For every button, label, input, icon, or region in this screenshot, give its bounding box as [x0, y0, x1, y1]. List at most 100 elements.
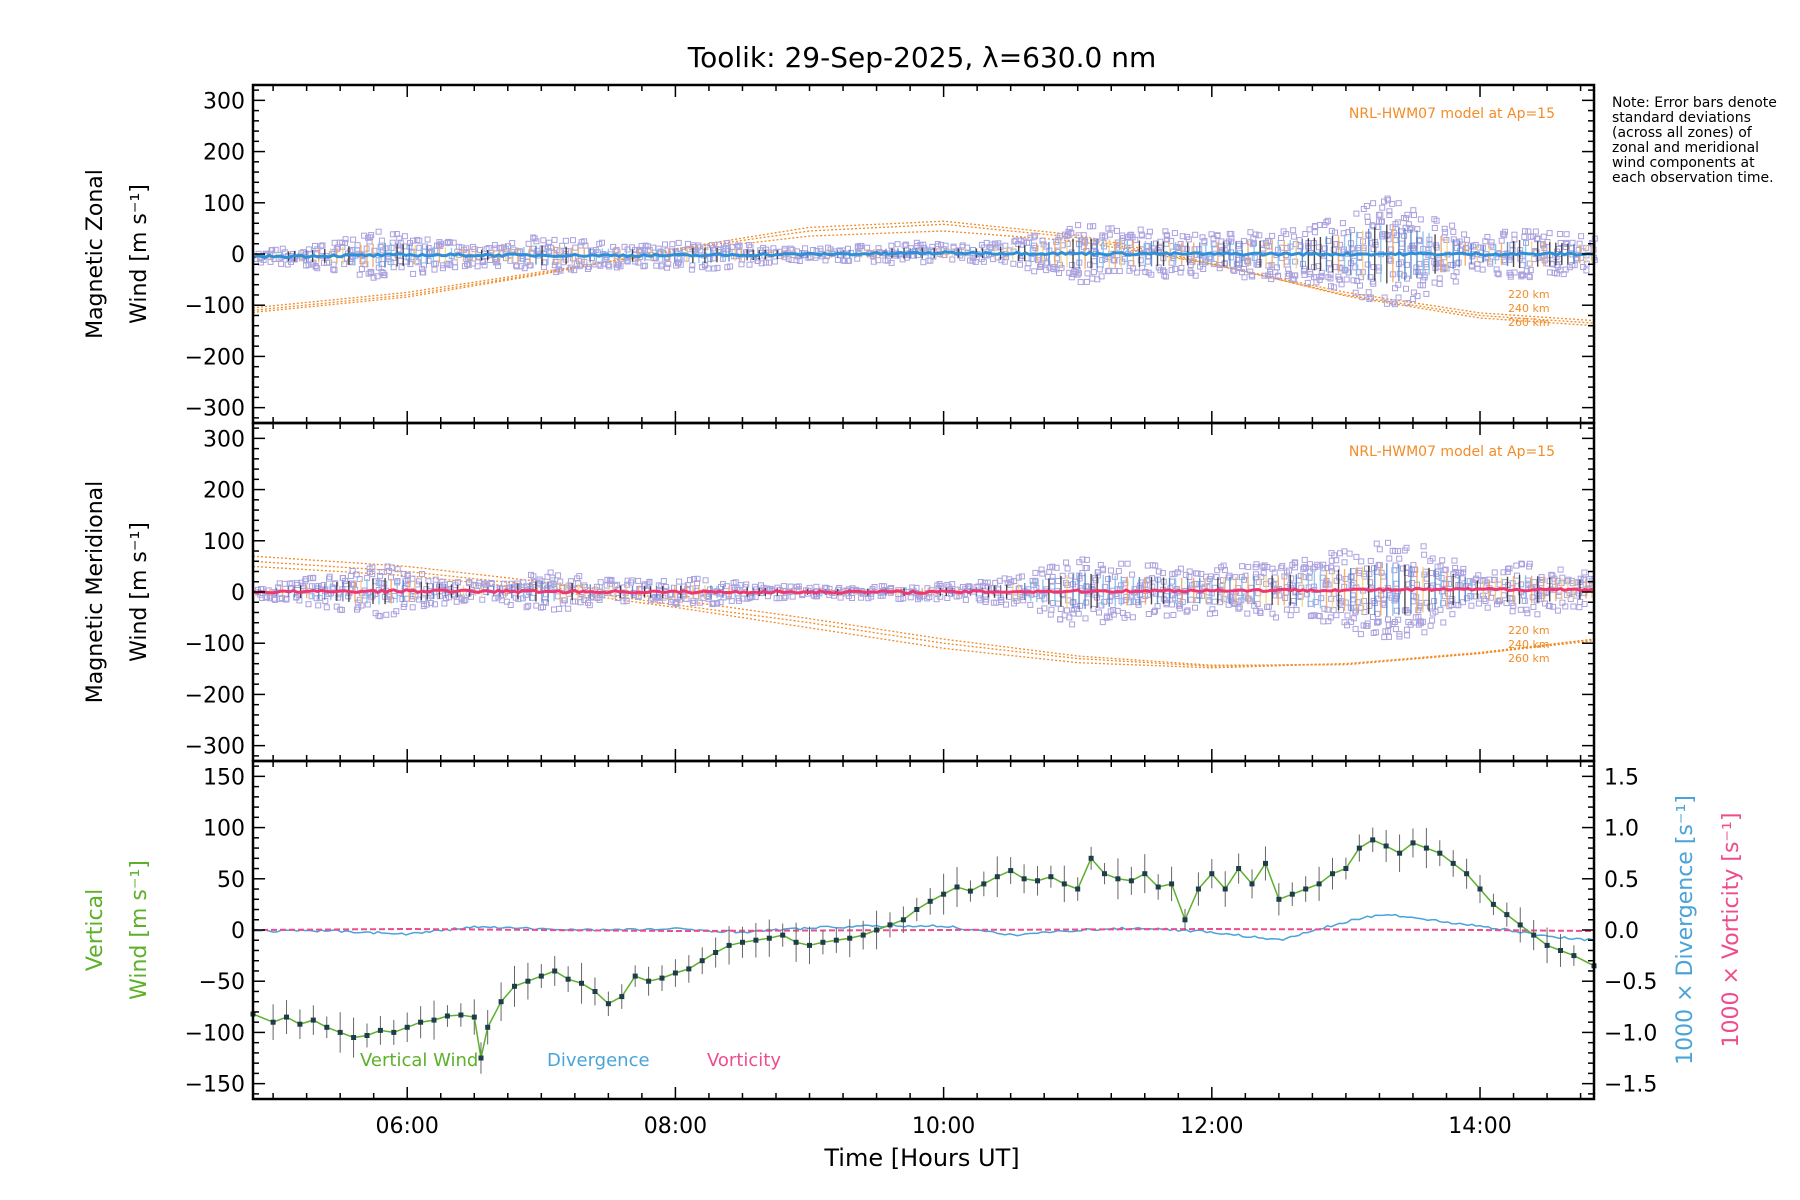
meridional-scatter-point — [917, 594, 923, 601]
zonal-scatter-point — [530, 234, 537, 241]
meridional-scatter-point — [1221, 567, 1228, 573]
meridional-scatter-point — [1245, 563, 1252, 570]
meridional-scatter-point — [523, 604, 530, 611]
meridional-scatter-point — [1115, 568, 1122, 575]
meridional-scatter-point — [488, 580, 495, 586]
zonal-scatter-point — [699, 264, 706, 271]
vertical-ytick-label: −50 — [199, 970, 245, 995]
meridional-scatter-point — [326, 575, 332, 582]
meridional-scatter-point — [1509, 595, 1516, 602]
zonal-scatter-point — [1522, 228, 1528, 235]
vertical-wind-point — [1155, 884, 1161, 890]
zonal-scatter-point — [1403, 285, 1409, 292]
zonal-scatter-point — [1395, 281, 1402, 288]
zonal-scatter-point — [1247, 229, 1254, 236]
meridional-scatter-point — [1144, 562, 1151, 569]
meridional-scatter-point — [723, 583, 730, 590]
vertical-wind-point — [1450, 860, 1456, 866]
meridional-scatter-point — [1403, 626, 1410, 633]
meridional-scatter-point — [1554, 607, 1561, 614]
meridional-model-220-label: 220 km — [1508, 624, 1550, 637]
meridional-scatter-point — [1371, 565, 1377, 572]
zonal-scatter-point — [605, 261, 612, 268]
zonal-scatter-point — [1233, 260, 1240, 267]
zonal-scatter-point — [1563, 231, 1570, 238]
zonal-scatter-point — [684, 240, 691, 247]
zonal-scatter-point — [1187, 262, 1194, 268]
zonal-scatter-point — [662, 241, 668, 248]
zonal-scatter-point — [1285, 266, 1292, 273]
x-axis-label: Time [Hours UT] — [823, 1144, 1019, 1172]
zonal-scatter-point — [658, 263, 665, 270]
meridional-scatter-point — [926, 594, 933, 601]
zonal-scatter-point — [1261, 272, 1268, 279]
zonal-model-220-km — [252, 230, 1595, 322]
zonal-scatter-point — [1108, 225, 1115, 232]
meridional-scatter-point — [728, 597, 735, 604]
meridional-scatter-point — [1404, 632, 1411, 639]
zonal-scatter-point — [1187, 268, 1194, 275]
zonal-scatter-point — [1056, 261, 1063, 268]
zonal-scatter-point — [342, 236, 349, 243]
zonal-scatter-point — [1137, 226, 1144, 233]
zonal-scatter-point — [1077, 279, 1084, 286]
zonal-scatter-point — [675, 239, 682, 246]
meridional-scatter-point — [1041, 595, 1048, 602]
zonal-scatter-point — [1143, 243, 1150, 250]
vertical-wind-point — [874, 927, 880, 933]
zonal-scatter-point — [1111, 267, 1118, 274]
meridional-scatter-point — [1562, 603, 1569, 610]
meridional-scatter-point — [1083, 565, 1090, 571]
meridional-scatter-point — [944, 595, 951, 601]
zonal-scatter-point — [1068, 274, 1075, 281]
meridional-scatter-point — [1550, 603, 1557, 610]
meridional-scatter-point — [326, 573, 333, 580]
zonal-scatter-point — [1185, 236, 1192, 243]
zonal-scatter-point — [420, 269, 427, 276]
meridional-scatter-point — [1352, 625, 1359, 632]
zonal-scatter-point — [368, 232, 375, 239]
zonal-scatter-point — [1390, 299, 1397, 306]
zonal-scatter-point — [495, 262, 502, 269]
zonal-scatter-point — [1324, 217, 1331, 224]
meridional-scatter-point — [307, 575, 314, 582]
meridional-scatter-point — [1545, 602, 1552, 609]
meridional-scatter-point — [1535, 596, 1542, 602]
zonal-scatter-point — [617, 263, 624, 270]
zonal-scatter-point — [1388, 246, 1395, 253]
meridional-scatter-point — [404, 571, 411, 578]
zonal-scatter-point — [1321, 222, 1328, 228]
zonal-scatter-point — [1379, 218, 1385, 225]
zonal-scatter-point — [1300, 268, 1307, 275]
meridional-scatter-point — [1504, 568, 1511, 575]
meridional-scatter-point — [1244, 610, 1251, 617]
zonal-scatter-point — [638, 243, 645, 250]
vertical-wind-point — [351, 1035, 357, 1040]
zonal-scatter-point — [1145, 269, 1152, 276]
zonal-scatter-point — [1413, 268, 1420, 275]
meridional-scatter-point — [1328, 595, 1335, 602]
vertical-y2-tick-label: 0.0 — [1604, 919, 1639, 944]
meridional-scatter-point — [1297, 572, 1304, 579]
vertical-points — [250, 837, 1597, 1061]
zonal-scatter-point — [888, 242, 895, 249]
vertical-wind-point — [1477, 886, 1483, 892]
zonal-scatter-point — [1192, 272, 1199, 279]
zonal-y-ticks: −300 −200 −100 0 100 200 300 — [185, 89, 1594, 422]
zonal-scatter-point — [1269, 232, 1276, 239]
meridional-scatter-point — [503, 598, 510, 605]
zonal-scatter-point — [350, 236, 357, 243]
zonal-scatter-point — [1352, 289, 1359, 296]
zonal-scatter-point — [572, 244, 579, 251]
zonal-scatter-point — [1386, 256, 1393, 263]
zonal-scatter-point — [413, 258, 420, 265]
zonal-scatter-point — [864, 244, 871, 251]
zonal-scatter-point — [1386, 208, 1393, 215]
zonal-scatter-point — [559, 242, 566, 249]
zonal-scatter-point — [1417, 282, 1424, 289]
zonal-scatter-point — [1189, 258, 1196, 265]
zonal-scatter-point — [1484, 234, 1491, 240]
meridional-scatter-point — [347, 573, 354, 580]
meridional-scatter-point — [608, 576, 615, 583]
